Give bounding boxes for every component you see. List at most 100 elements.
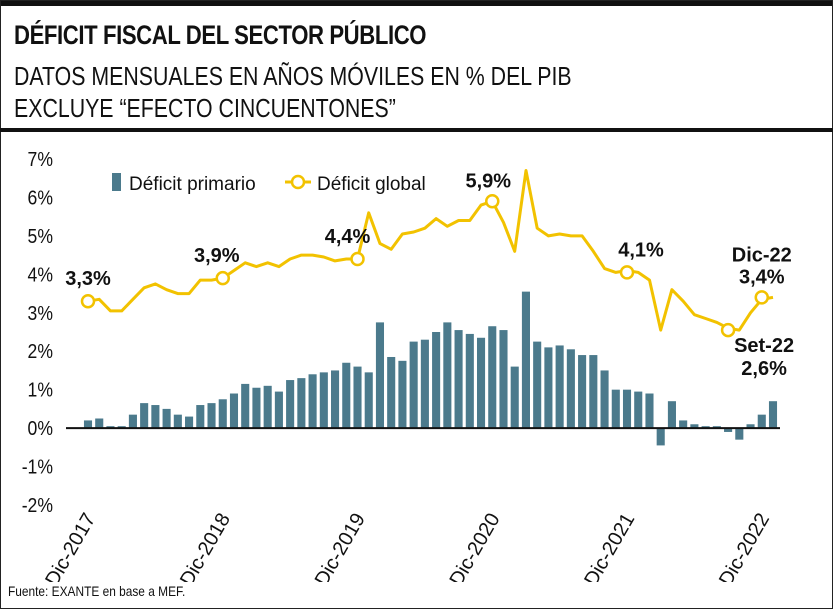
bar-primario: [645, 393, 654, 429]
bar-primario: [274, 391, 283, 429]
chart-subtitle-line-1: DATOS MENSUALES EN AÑOS MÓVILES EN % DEL…: [14, 61, 572, 91]
global-line-path: [87, 169, 774, 332]
bar-primario: [656, 428, 665, 446]
y-tick-label: 1%: [28, 379, 54, 401]
bar-primario: [746, 424, 755, 429]
legend-label-global: Déficit global: [317, 174, 426, 195]
chart-area: 7% 6% 5% 4% 3% 2% 1% 0% -1% -2% 3,3% 3,9% 4,4% 5,9% 4…: [22, 148, 794, 583]
bar-primario: [667, 401, 676, 429]
y-tick-label: 5%: [28, 225, 54, 247]
annotations: 3,3% 3,9% 4,4% 5,9% 4,1% Set-222,6% Dic-223,4%: [65, 170, 794, 380]
bar-primario: [263, 385, 272, 429]
bar-primario: [420, 339, 429, 429]
source-note: Fuente: EXANTE en base a MEF.: [8, 583, 186, 599]
header-separator: [0, 128, 833, 132]
annotation-label-bottom: 2,6%: [741, 358, 787, 380]
bar-primario: [611, 389, 620, 429]
bar-primario: [196, 405, 205, 429]
bar-primario: [600, 370, 609, 429]
annotation-marker: [720, 322, 736, 338]
bar-primario: [488, 326, 497, 429]
bar-primario: [185, 416, 194, 429]
x-tick-label: Dic-2017: [41, 510, 100, 583]
bar-primario: [308, 374, 317, 429]
annotation-label: 4,1%: [618, 239, 664, 261]
bar-primario: [207, 403, 216, 429]
annotation-marker: [80, 293, 96, 309]
chart-title: DÉFICIT FISCAL DEL SECTOR PÚBLICO: [14, 20, 427, 50]
y-tick-label: 0%: [28, 417, 54, 439]
bar-primario: [229, 393, 239, 429]
x-tick-label: Dic-2021: [580, 510, 639, 583]
y-tick-label: -1%: [22, 456, 54, 478]
y-tick-label: -2%: [22, 494, 54, 516]
annotation-label: 3,3%: [65, 268, 111, 290]
bar-primario: [634, 391, 643, 429]
bar-primario: [622, 389, 632, 429]
bar-primario: [398, 360, 407, 429]
bar-primario: [589, 355, 598, 429]
bar-primario: [375, 322, 385, 429]
annotation-label: 3,9%: [194, 245, 240, 267]
y-axis: 7% 6% 5% 4% 3% 2% 1% 0% -1% -2%: [22, 148, 54, 516]
annotation-marker: [754, 290, 770, 305]
bar-primario: [342, 362, 351, 429]
bar-primario: [690, 424, 699, 429]
y-tick-label: 2%: [28, 340, 54, 362]
x-tick-label: Dic-2020: [446, 510, 505, 582]
y-tick-label: 6%: [28, 186, 54, 208]
bar-primario: [432, 332, 441, 429]
bar-primario: [499, 330, 508, 429]
bar-primario: [95, 418, 104, 429]
bar-primario: [476, 337, 486, 429]
bar-primario: [128, 414, 137, 429]
bar-primario: [364, 372, 373, 429]
y-tick-label: 7%: [28, 148, 54, 170]
bar-primario: [510, 366, 519, 429]
x-tick-label: Dic-2019: [311, 510, 370, 583]
annotation-marker: [350, 251, 365, 267]
bar-primario: [140, 403, 149, 429]
bar-primario: [387, 356, 396, 429]
line-series-deficit-global: [87, 169, 774, 332]
y-tick-label: 4%: [28, 263, 54, 285]
x-axis: Dic-2017 Dic-2018 Dic-2019 Dic-2020 Dic-2021…: [41, 510, 774, 583]
legend-swatch-global-marker: [290, 174, 306, 190]
bar-primario: [218, 399, 227, 429]
bar-primario: [409, 341, 418, 429]
bar-primario: [173, 414, 182, 429]
bar-primario: [566, 349, 575, 429]
bar-primario: [679, 420, 688, 429]
bar-primario: [83, 420, 93, 429]
annotation-label: 5,9%: [465, 170, 511, 192]
annotation-marker: [215, 270, 231, 286]
y-tick-label: 3%: [28, 302, 54, 324]
bar-primario: [454, 330, 463, 429]
bar-primario: [353, 366, 362, 429]
annotation-label-bottom: 3,4%: [739, 266, 785, 288]
bar-primario: [544, 347, 553, 429]
bar-primario: [533, 341, 542, 429]
bar-primario: [521, 291, 530, 429]
bar-primario: [724, 428, 733, 432]
bar-primario: [151, 405, 160, 429]
legend: Déficit primario Déficit global: [112, 173, 426, 195]
bar-primario: [331, 370, 340, 429]
x-tick-label: Dic-2022: [715, 510, 774, 583]
annotation-label-top: Dic-22: [732, 244, 792, 266]
bar-primario: [555, 345, 564, 429]
bar-primario: [241, 383, 250, 429]
bar-primario: [286, 380, 295, 429]
annotation-label: 4,4%: [325, 226, 371, 248]
bar-primario: [735, 428, 744, 440]
bar-series-deficit-primario: [83, 291, 778, 446]
bar-primario: [252, 387, 261, 429]
bar-primario: [162, 408, 171, 429]
bar-primario: [443, 322, 452, 429]
legend-swatch-primario: [112, 173, 121, 191]
bar-primario: [768, 401, 778, 429]
chart-subtitle-line-2: EXCLUYE “EFECTO CINCUENTONES”: [14, 93, 396, 123]
top-rule: [0, 0, 833, 6]
bar-primario: [297, 378, 306, 429]
bar-primario: [465, 333, 474, 429]
